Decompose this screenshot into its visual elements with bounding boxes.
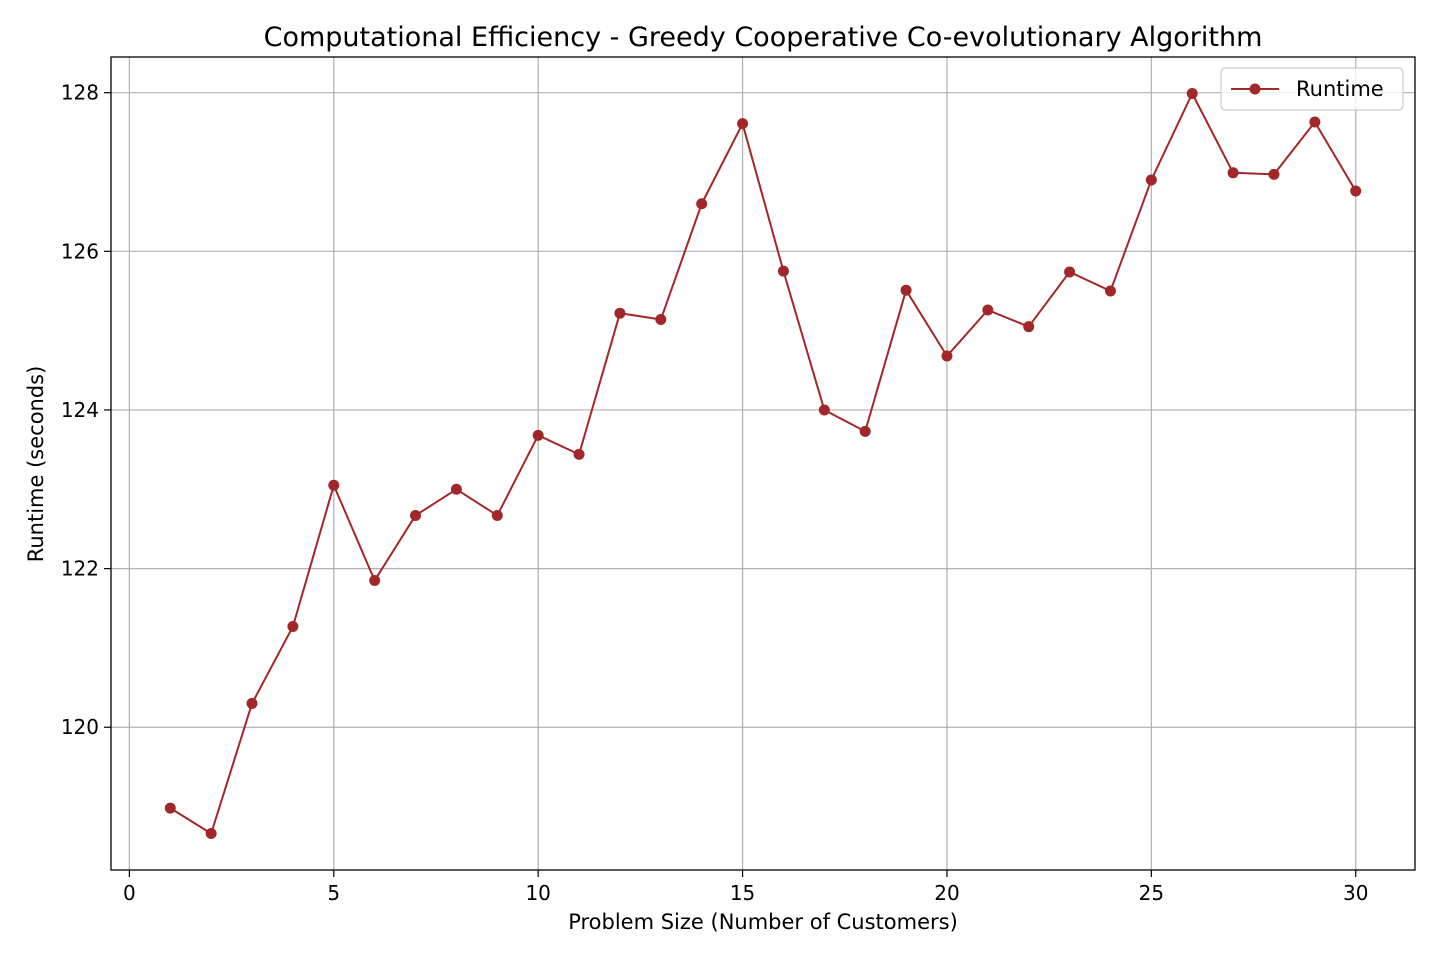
data-point-24 — [1104, 285, 1116, 297]
series-layer — [164, 87, 1362, 840]
data-point-1 — [164, 802, 176, 814]
legend: Runtime — [1220, 67, 1404, 111]
series-line-0 — [169, 92, 1357, 835]
x-tick-label-30: 30 — [1343, 881, 1368, 905]
y-tick-label-120: 120 — [61, 715, 99, 739]
grid-layer — [111, 57, 1415, 870]
legend-marker-swatch — [1249, 83, 1261, 95]
x-tick-label-25: 25 — [1139, 881, 1164, 905]
y-tick-label-126: 126 — [61, 239, 99, 263]
data-point-26 — [1186, 87, 1198, 99]
data-point-7 — [410, 509, 422, 521]
y-tick-label-128: 128 — [61, 81, 99, 105]
data-point-12 — [614, 307, 626, 319]
y-tick-label-124: 124 — [61, 398, 99, 422]
data-point-30 — [1350, 185, 1362, 197]
data-point-27 — [1227, 167, 1239, 179]
x-tick-label-20: 20 — [934, 881, 959, 905]
data-point-11 — [573, 448, 585, 460]
data-point-13 — [655, 314, 667, 326]
data-point-21 — [982, 304, 994, 316]
data-point-28 — [1268, 168, 1280, 180]
plot-frame — [110, 56, 1416, 871]
x-axis-label: Problem Size (Number of Customers) — [568, 910, 958, 934]
data-point-2 — [205, 828, 217, 840]
data-point-20 — [941, 350, 953, 362]
data-point-3 — [246, 697, 258, 709]
y-axis-label: Runtime (seconds) — [24, 366, 48, 563]
data-point-4 — [287, 620, 299, 632]
data-point-9 — [491, 509, 503, 521]
x-tick-label-5: 5 — [327, 881, 340, 905]
chart-title: Computational Efficiency - Greedy Cooper… — [264, 22, 1263, 53]
data-point-18 — [859, 425, 871, 437]
data-point-19 — [900, 284, 912, 296]
y-tick-label-122: 122 — [61, 557, 99, 581]
x-tick-label-15: 15 — [730, 881, 755, 905]
data-point-23 — [1064, 266, 1076, 278]
data-point-10 — [532, 429, 544, 441]
x-tick-label-0: 0 — [123, 881, 136, 905]
data-point-15 — [737, 118, 749, 130]
legend-entry-runtime: Runtime — [1296, 77, 1384, 101]
data-point-25 — [1145, 174, 1157, 186]
data-point-14 — [696, 198, 708, 210]
tick-layer: 0 5 10 15 20 25 30 120 122 124 126 128 — [61, 81, 1369, 905]
data-point-8 — [450, 483, 462, 495]
data-point-6 — [369, 574, 381, 586]
data-point-5 — [328, 479, 340, 491]
data-point-22 — [1023, 321, 1035, 333]
data-point-29 — [1309, 116, 1321, 128]
data-point-16 — [777, 265, 789, 277]
x-tick-label-10: 10 — [525, 881, 550, 905]
data-point-17 — [818, 404, 830, 416]
legend-box — [1220, 67, 1404, 111]
